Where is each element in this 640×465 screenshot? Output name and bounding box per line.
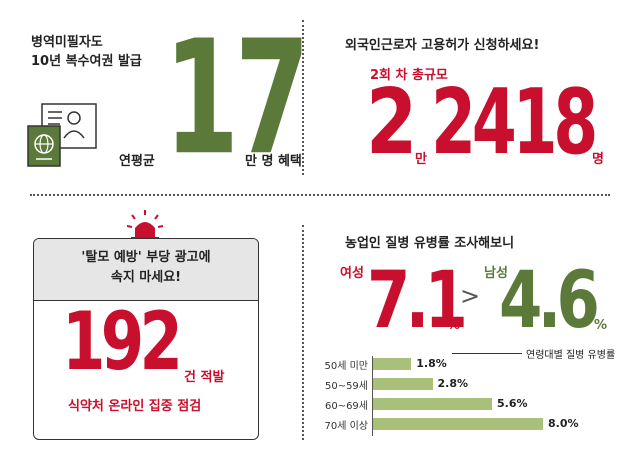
- female-unit: %: [447, 318, 461, 333]
- warning-line1: '탈모 예방' 부당 광고에: [81, 250, 211, 265]
- bar-category-label: 50세 미만: [324, 361, 368, 372]
- passport-icon: [22, 96, 102, 176]
- bar: [373, 378, 433, 390]
- bar-category-label: 60~69세: [324, 401, 368, 412]
- bar-value-label: 1.8%: [416, 357, 447, 370]
- bar: [373, 398, 492, 410]
- worker-number-b: 2418: [431, 70, 598, 175]
- bar-category-label: 50~59세: [324, 381, 368, 392]
- horizontal-divider: [30, 194, 610, 196]
- worker-number-a: 2: [366, 70, 417, 175]
- worker-subtitle: 2회 차 총규모: [370, 68, 448, 83]
- chart-legend: 연령대별 질병 유병률: [452, 346, 615, 361]
- bar: [373, 358, 412, 370]
- warning-box: '탈모 예방' 부당 광고에 속지 마세요!: [33, 238, 259, 440]
- farmer-title: 농업인 질병 유병률 조사해보니: [345, 236, 515, 251]
- male-label: 남성: [484, 266, 508, 281]
- chart-axis: [372, 356, 373, 436]
- vertical-divider-top: [302, 20, 304, 175]
- compare-symbol: >: [460, 282, 481, 310]
- passport-number: 17: [164, 7, 310, 191]
- warning-box-header: '탈모 예방' 부당 광고에 속지 마세요!: [34, 239, 258, 301]
- worker-unit-a: 만: [415, 152, 427, 167]
- age-bar-chart: 50세 미만 1.8% 50~59세 2.8% 60~69세 5.6% 70세 이상 8.0%: [310, 356, 630, 436]
- warning-line2: 속지 마세요!: [110, 270, 182, 285]
- warning-suffix: 건 적발: [184, 370, 225, 385]
- vertical-divider-bottom: [302, 225, 304, 440]
- bar: [373, 418, 543, 430]
- passport-title-line2: 10년 복수여권 발급: [31, 54, 142, 69]
- worker-title: 외국인근로자 고용허가 신청하세요!: [345, 38, 540, 53]
- female-label: 여성: [340, 266, 364, 281]
- legend-text: 연령대별 질병 유병률: [526, 350, 616, 361]
- bar-value-label: 8.0%: [548, 417, 579, 430]
- passport-prefix: 연평균: [119, 154, 155, 169]
- warning-caption: 식약처 온라인 집중 점검: [68, 399, 202, 414]
- bar-value-label: 5.6%: [497, 397, 528, 410]
- worker-unit-b: 명: [592, 152, 604, 167]
- warning-number: 192: [62, 295, 183, 388]
- male-unit: %: [594, 318, 608, 333]
- female-value: 7.1: [367, 256, 468, 346]
- passport-suffix: 만 명 혜택: [245, 154, 302, 169]
- legend-line: [452, 353, 522, 354]
- bar-value-label: 2.8%: [437, 377, 469, 390]
- male-value: 4.6: [499, 256, 600, 346]
- passport-title-line1: 병역미필자도: [31, 35, 103, 50]
- bar-category-label: 70세 이상: [324, 421, 368, 432]
